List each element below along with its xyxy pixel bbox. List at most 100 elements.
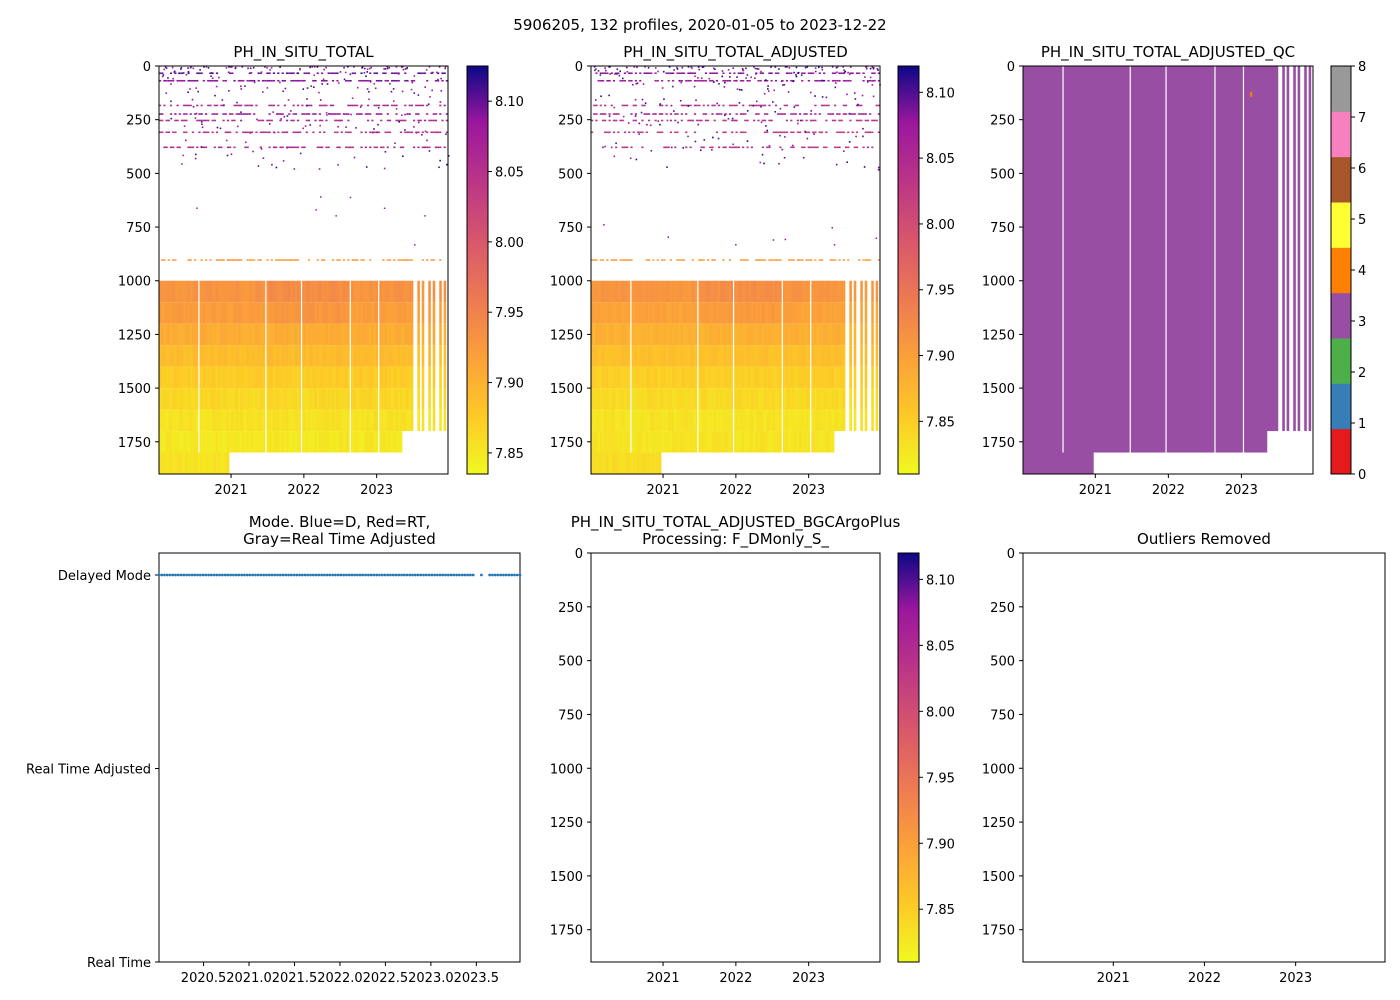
heatmap-cell (682, 72, 686, 75)
x-tick-label: 2023.5 (454, 971, 500, 986)
heatmap-cell (807, 409, 811, 432)
heatmap-cell (417, 119, 420, 122)
mode-point (391, 573, 395, 577)
heatmap-cell (689, 104, 692, 107)
heatmap-cell (823, 146, 826, 149)
heatmap-cell (794, 431, 798, 453)
y-tick-label: 1500 (550, 382, 583, 397)
heatmap-cell (375, 113, 378, 115)
heatmap-cell (159, 366, 162, 389)
heatmap-cell (834, 259, 837, 261)
heatmap-cell (246, 366, 250, 389)
heatmap-cell (801, 388, 804, 410)
heatmap-cell (395, 409, 399, 432)
heatmap-cell (630, 388, 633, 410)
heatmap-cell (842, 131, 845, 134)
heatmap-cell (366, 302, 370, 324)
heatmap-cell (647, 431, 651, 453)
heatmap-cell (753, 431, 756, 453)
heatmap-cell (742, 280, 745, 303)
heatmap-cell (801, 72, 804, 75)
heatmap-cell (438, 66, 441, 68)
heatmap-cell (192, 67, 195, 70)
heatmap-cell (790, 345, 793, 367)
heatmap-cell (595, 68, 597, 70)
heatmap-cell (742, 409, 745, 432)
heatmap-cell (759, 259, 762, 261)
heatmap-cell (349, 104, 352, 107)
heatmap-cell (606, 409, 609, 432)
heatmap-cell (321, 366, 324, 389)
heatmap-cell (714, 68, 716, 71)
heatmap-cell (264, 131, 267, 134)
heatmap-cell (364, 146, 367, 149)
heatmap-cell (182, 154, 184, 157)
heatmap-cell (674, 113, 677, 115)
heatmap-cell (169, 146, 173, 149)
heatmap-cell (766, 323, 769, 346)
heatmap-cell (432, 366, 436, 389)
heatmap-cell (722, 79, 725, 82)
heatmap-cell (366, 119, 370, 122)
heatmap-cell (380, 79, 383, 82)
heatmap-cell (630, 452, 633, 474)
heatmap-cell (1023, 66, 1026, 474)
heatmap-cell (672, 280, 675, 303)
heatmap-cell (406, 302, 409, 324)
heatmap-cell (835, 66, 838, 69)
heatmap-cell (277, 388, 280, 410)
heatmap-cell (303, 323, 307, 346)
heatmap-cell (661, 113, 664, 115)
heatmap-cell (424, 215, 426, 217)
heatmap-cell (321, 345, 324, 367)
heatmap-cell (386, 66, 389, 68)
heatmap-cell (1251, 66, 1255, 453)
heatmap-cell (805, 366, 809, 389)
x-tick-label: 2021 (647, 483, 680, 498)
heatmap-cell (770, 345, 774, 367)
heatmap-cell (237, 431, 241, 453)
heatmap-cell (661, 345, 664, 367)
heatmap-cell (176, 388, 180, 410)
heatmap-cell (739, 131, 743, 134)
heatmap-cell (663, 431, 666, 453)
heatmap-cell (623, 280, 627, 303)
heatmap-cell (814, 388, 817, 410)
heatmap-cell (347, 66, 349, 68)
heatmap-cell (591, 323, 594, 346)
heatmap-cell (785, 104, 789, 107)
heatmap-cell (187, 280, 191, 303)
heatmap-cell (386, 366, 390, 389)
heatmap-cell (349, 79, 352, 82)
heatmap-cell (790, 409, 793, 432)
heatmap-cell (720, 345, 723, 367)
heatmap-cell (220, 431, 223, 453)
heatmap-cell (250, 409, 254, 432)
heatmap-cell (829, 388, 833, 410)
heatmap-cell (371, 119, 374, 122)
x-tick-label: 2022 (1188, 971, 1221, 986)
heatmap-cell (161, 280, 164, 303)
heatmap-cell (183, 125, 186, 128)
heatmap-cell (689, 72, 692, 75)
heatmap-cell (340, 431, 344, 453)
heatmap-cell (360, 302, 364, 324)
heatmap-cell (336, 431, 339, 453)
heatmap-cell (380, 113, 383, 115)
heatmap-cell (604, 345, 607, 367)
heatmap-cell (290, 388, 293, 410)
y-tick-label: 750 (126, 221, 151, 236)
y-tick-label: 500 (990, 167, 1015, 182)
heatmap-cell (235, 259, 238, 261)
heatmap-cell (434, 131, 438, 134)
heatmap-cell (778, 162, 780, 165)
heatmap-cell (328, 112, 330, 115)
heatmap-cell (301, 280, 304, 303)
heatmap-cell (314, 302, 318, 324)
heatmap-cell (430, 131, 433, 134)
heatmap-cell (665, 146, 668, 149)
heatmap-cell (849, 323, 852, 346)
heatmap-cell (213, 79, 216, 82)
heatmap-cell (244, 104, 247, 107)
heatmap-cell (737, 280, 741, 303)
